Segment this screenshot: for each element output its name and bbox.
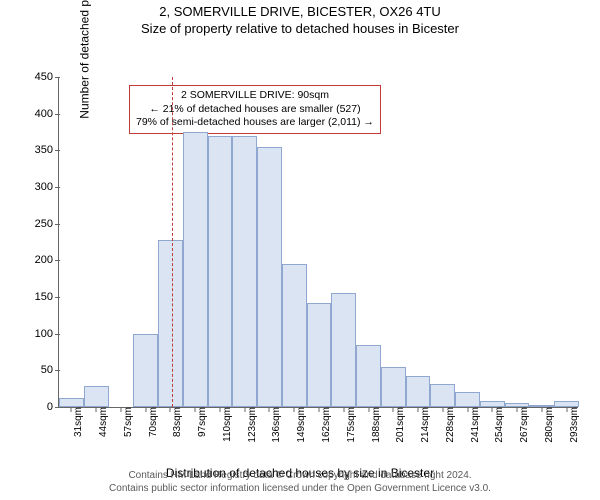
histogram-bar bbox=[331, 293, 356, 407]
histogram-bar bbox=[158, 240, 183, 407]
x-tick-label: 241sqm bbox=[464, 407, 481, 443]
x-tick-label: 267sqm bbox=[513, 407, 530, 443]
x-tick-label: 280sqm bbox=[538, 407, 555, 443]
histogram-bar bbox=[455, 392, 480, 407]
x-tick-label: 254sqm bbox=[488, 407, 505, 443]
footer-line: Contains HM Land Registry data © Crown c… bbox=[0, 470, 600, 483]
x-tick-label: 70sqm bbox=[142, 407, 159, 437]
x-tick-label: 175sqm bbox=[340, 407, 357, 443]
histogram-bar bbox=[307, 303, 332, 407]
y-tick: 50 bbox=[41, 364, 59, 376]
y-tick: 0 bbox=[47, 401, 59, 413]
x-tick-label: 31sqm bbox=[67, 407, 84, 437]
histogram-bar bbox=[406, 376, 431, 407]
histogram-bar bbox=[133, 334, 158, 407]
x-tick-label: 44sqm bbox=[92, 407, 109, 437]
x-tick-label: 123sqm bbox=[241, 407, 258, 443]
y-tick: 300 bbox=[35, 181, 59, 193]
x-tick-label: 293sqm bbox=[563, 407, 580, 443]
histogram-bar bbox=[183, 132, 208, 407]
x-tick-label: 57sqm bbox=[117, 407, 134, 437]
histogram-bar bbox=[430, 384, 455, 407]
histogram-bar bbox=[257, 147, 282, 407]
x-tick-label: 162sqm bbox=[315, 407, 332, 443]
footer-line: Contains public sector information licen… bbox=[0, 483, 600, 496]
histogram-bar bbox=[356, 345, 381, 407]
footer-attribution: Contains HM Land Registry data © Crown c… bbox=[0, 470, 600, 495]
histogram-bar bbox=[84, 386, 109, 407]
x-tick-label: 149sqm bbox=[290, 407, 307, 443]
x-tick-label: 228sqm bbox=[439, 407, 456, 443]
y-tick: 150 bbox=[35, 291, 59, 303]
x-tick-label: 214sqm bbox=[414, 407, 431, 443]
plot-area: 2 SOMERVILLE DRIVE: 90sqm← 21% of detach… bbox=[58, 78, 578, 408]
x-tick-label: 201sqm bbox=[389, 407, 406, 443]
histogram-bar bbox=[282, 264, 307, 407]
histogram-bar bbox=[59, 398, 84, 407]
x-tick-label: 188sqm bbox=[365, 407, 382, 443]
annotation-box: 2 SOMERVILLE DRIVE: 90sqm← 21% of detach… bbox=[129, 85, 381, 134]
y-tick: 450 bbox=[35, 71, 59, 83]
y-tick: 200 bbox=[35, 254, 59, 266]
x-tick-label: 136sqm bbox=[265, 407, 282, 443]
histogram-bar bbox=[208, 136, 233, 407]
y-tick: 250 bbox=[35, 218, 59, 230]
y-tick: 100 bbox=[35, 328, 59, 340]
histogram-bar bbox=[232, 136, 257, 407]
x-tick-label: 83sqm bbox=[166, 407, 183, 437]
y-tick: 350 bbox=[35, 144, 59, 156]
marker-line bbox=[172, 77, 173, 407]
y-tick: 400 bbox=[35, 108, 59, 120]
x-tick-label: 97sqm bbox=[191, 407, 208, 437]
x-tick-label: 110sqm bbox=[216, 407, 233, 442]
histogram-bar bbox=[381, 367, 406, 407]
